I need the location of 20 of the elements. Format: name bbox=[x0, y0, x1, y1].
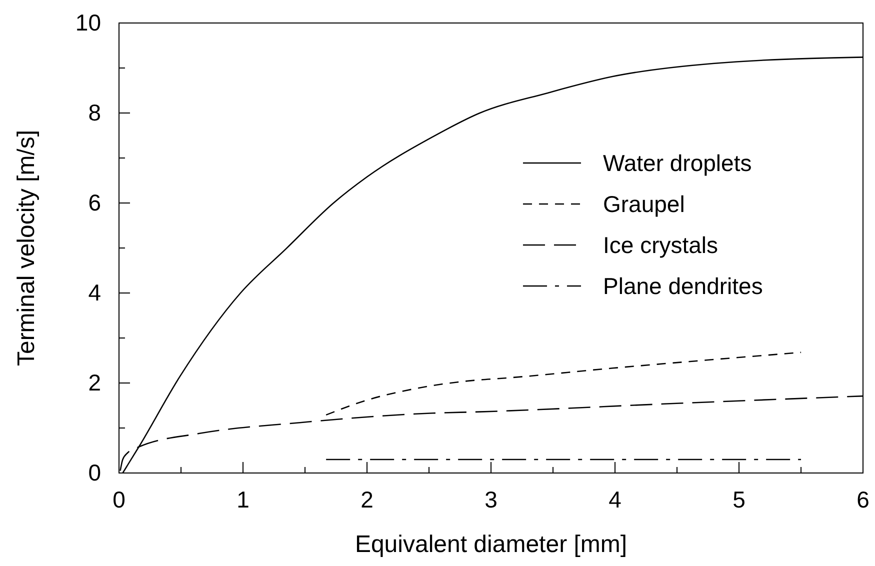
x-tick-label: 3 bbox=[484, 486, 498, 512]
x-axis-title: Equivalent diameter [mm] bbox=[354, 531, 628, 558]
x-tick-label: 2 bbox=[360, 486, 374, 512]
legend-label: Water droplets bbox=[603, 150, 752, 176]
x-tick-label: 0 bbox=[112, 486, 126, 512]
y-tick-label: 4 bbox=[88, 279, 102, 306]
y-axis-title: Terminal velocity [m/s] bbox=[13, 130, 40, 366]
legend-label: Ice crystals bbox=[603, 232, 718, 258]
y-tick-label: 10 bbox=[75, 9, 101, 36]
x-tick-label: 6 bbox=[856, 486, 870, 512]
legend-label: Plane dendrites bbox=[603, 273, 763, 299]
y-tick-label: 8 bbox=[88, 99, 101, 126]
x-tick-label: 5 bbox=[732, 486, 746, 512]
y-tick-label: 6 bbox=[88, 189, 101, 216]
y-tick-label: 0 bbox=[88, 459, 101, 486]
line-series bbox=[325, 352, 802, 416]
x-tick-label: 1 bbox=[236, 486, 250, 512]
legend-label: Graupel bbox=[603, 191, 685, 217]
y-tick-label: 2 bbox=[88, 369, 101, 396]
x-tick-label: 4 bbox=[608, 486, 622, 512]
